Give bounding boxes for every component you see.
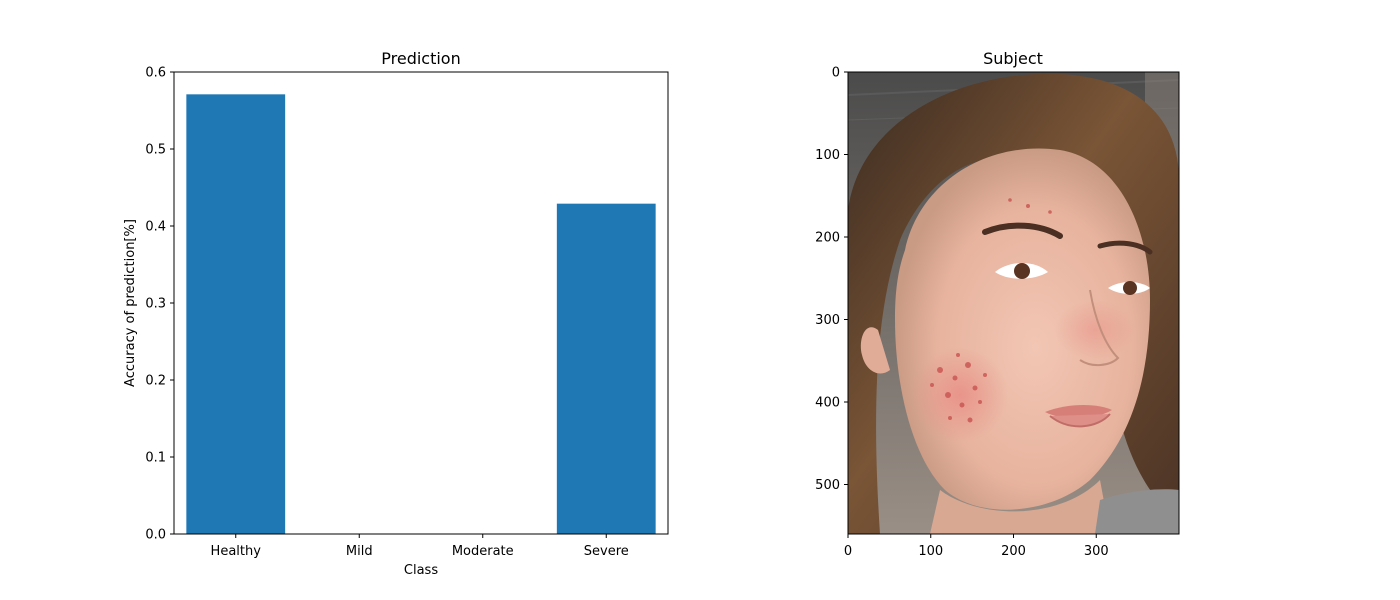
subject-y-tick-label: 400 — [815, 396, 840, 411]
bar-healthy — [186, 94, 286, 534]
y-tick-label: 0.5 — [145, 143, 166, 158]
subject-y-tick-label: 200 — [815, 231, 840, 246]
y-tick-label: 0.1 — [145, 451, 166, 466]
y-tick-label: 0.3 — [145, 297, 166, 312]
subject-y-tick-label: 300 — [815, 313, 840, 328]
y-tick-label: 0.4 — [145, 220, 166, 235]
y-ticks-layer: 0.0 0.1 0.2 0.3 0.4 0.5 0.6 — [145, 66, 174, 543]
subject-x-ticks: 0 100 200 300 — [844, 534, 1109, 559]
y-tick-label: 0.2 — [145, 374, 166, 389]
y-tick-label: 0.6 — [145, 66, 166, 81]
subject-y-ticks: 0 100 200 300 400 500 — [815, 66, 848, 493]
subject-photo — [847, 72, 1180, 534]
x-tick-label: Moderate — [452, 544, 514, 559]
prediction-chart: Prediction 0.0 0.1 0.2 0.3 0.4 0.5 0.6 Healthy… — [123, 49, 669, 578]
prediction-x-axis-label: Class — [404, 563, 438, 578]
x-tick-label: Healthy — [211, 544, 262, 559]
prediction-y-axis-label: Accuracy of prediction[%] — [123, 219, 138, 387]
subject-y-tick-label: 0 — [832, 66, 840, 81]
subject-title: Subject — [983, 49, 1043, 68]
subject-y-tick-label: 100 — [815, 148, 840, 163]
prediction-chart-title: Prediction — [381, 49, 460, 68]
subject-x-tick-label: 100 — [918, 544, 943, 559]
subject-y-tick-label: 500 — [815, 478, 840, 493]
bars-layer — [186, 94, 656, 535]
subject-x-tick-label: 300 — [1084, 544, 1109, 559]
x-tick-label: Mild — [346, 544, 373, 559]
subject-x-tick-label: 0 — [844, 544, 852, 559]
x-tick-label: Severe — [584, 544, 629, 559]
subject-x-tick-label: 200 — [1001, 544, 1026, 559]
x-ticks-layer: Healthy Mild Moderate Severe — [211, 534, 629, 559]
y-tick-label: 0.0 — [145, 528, 166, 543]
subject-panel: Subject — [815, 49, 1180, 559]
bar-severe — [556, 203, 656, 535]
